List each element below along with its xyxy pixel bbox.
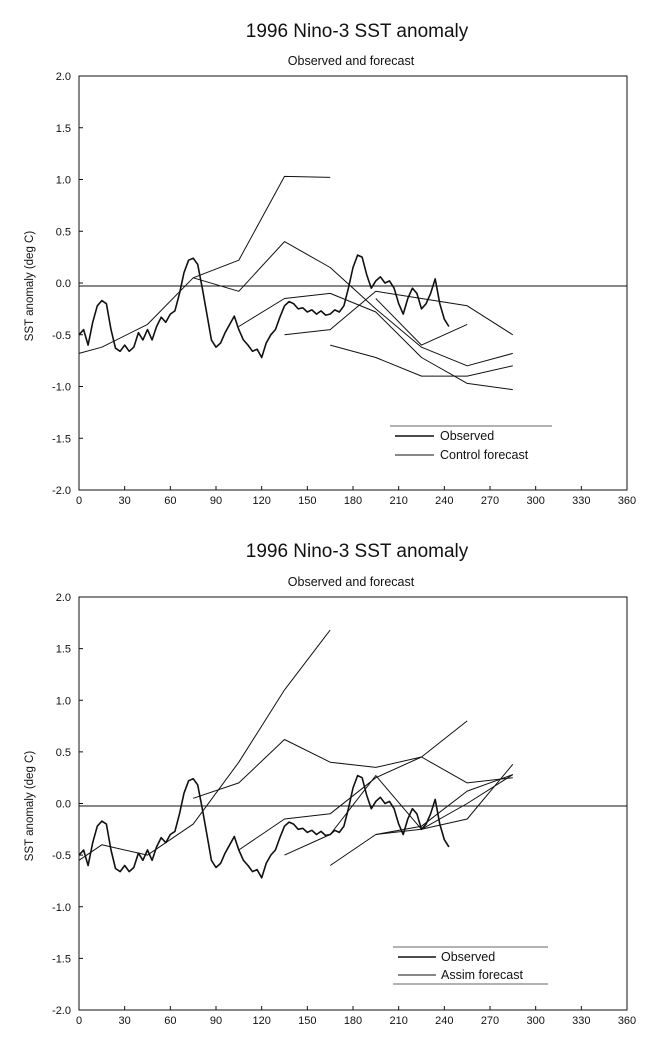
series-forecast-5: [330, 344, 513, 377]
series-forecast-4: [284, 290, 514, 336]
plot-area-frame: [78, 75, 628, 491]
x-tick-label: 90: [210, 495, 222, 507]
y-tick-label: -1.0: [52, 902, 71, 914]
series-forecast-3: [238, 720, 468, 851]
x-tick-label: 210: [389, 495, 407, 507]
x-tick-label: 90: [210, 1015, 222, 1027]
x-tick-label: 180: [344, 1015, 362, 1027]
x-tick-label: 60: [164, 495, 176, 507]
series-forecast-5: [329, 774, 513, 866]
legend-label-observed: Observed: [441, 950, 495, 964]
x-tick-label: 330: [572, 495, 590, 507]
chart-assim-forecast: 1996 Nino-3 SST anomaly Observed and for…: [24, 541, 636, 1027]
x-tick-label: 240: [435, 1015, 453, 1027]
x-tick-label: 120: [252, 1015, 270, 1027]
y-axis-label: SST anomaly (deg C): [24, 751, 36, 862]
y-tick-label: -2.0: [52, 1005, 71, 1017]
y-tick-label: -0.5: [52, 850, 71, 862]
y-axis-label: SST anomaly (deg C): [24, 231, 36, 342]
x-tick-label: 330: [572, 1015, 590, 1027]
y-tick-label: 2.0: [56, 71, 71, 83]
x-ticks: 0 30 60 90 120 150 180 210 240 270 300 330 360: [76, 486, 636, 507]
y-tick-label: -1.5: [52, 953, 71, 965]
x-tick-label: 60: [164, 1015, 176, 1027]
y-tick-label: 1.5: [56, 123, 71, 135]
series-group: [78, 629, 514, 879]
y-tick-label: -1.0: [52, 382, 71, 394]
legend-label-forecast: Control forecast: [440, 448, 529, 462]
series-forecast-6: [375, 774, 514, 835]
y-tick-label: -0.5: [52, 330, 71, 342]
x-tick-label: 150: [298, 1015, 316, 1027]
series-observed: [78, 254, 450, 359]
y-ticks: 2.0 1.5 1.0 0.5 0.0 -0.5 -1.0 -1.5 -2.0: [52, 71, 83, 497]
x-tick-label: 120: [252, 495, 270, 507]
legend: Observed Control forecast: [390, 425, 552, 462]
x-tick-label: 270: [481, 1015, 499, 1027]
series-forecast-3: [238, 292, 513, 391]
y-tick-label: 1.0: [56, 695, 71, 707]
series-forecast-2: [193, 241, 513, 367]
plot-area-frame: [78, 596, 628, 1011]
chart-title: 1996 Nino-3 SST anomaly: [246, 541, 469, 562]
chart-title: 1996 Nino-3 SST anomaly: [246, 21, 469, 42]
y-tick-label: 1.0: [56, 175, 71, 187]
x-tick-label: 300: [526, 1015, 544, 1027]
x-tick-label: 240: [435, 495, 453, 507]
x-tick-label: 30: [119, 495, 131, 507]
series-observed: [78, 774, 450, 879]
y-tick-label: 0.0: [56, 799, 71, 811]
x-tick-label: 150: [298, 495, 316, 507]
series-forecast-2: [193, 739, 513, 799]
y-tick-label: 0.5: [56, 226, 71, 238]
legend-label-forecast: Assim forecast: [441, 968, 523, 982]
legend-label-observed: Observed: [440, 429, 494, 443]
series-forecast-4: [284, 763, 514, 856]
chart-subtitle: Observed and forecast: [288, 54, 415, 68]
series-group: [78, 175, 514, 391]
x-tick-label: 0: [76, 495, 82, 507]
x-tick-label: 180: [344, 495, 362, 507]
y-tick-label: 0.5: [56, 747, 71, 759]
y-tick-label: -1.5: [52, 433, 71, 445]
x-tick-label: 270: [481, 495, 499, 507]
y-ticks: 2.0 1.5 1.0 0.5 0.0 -0.5 -1.0 -1.5 -2.0: [52, 592, 83, 1017]
series-forecast-1: [78, 629, 331, 861]
x-tick-label: 30: [119, 1015, 131, 1027]
x-tick-label: 210: [389, 1015, 407, 1027]
legend: Observed Assim forecast: [393, 946, 548, 985]
x-tick-label: 360: [618, 495, 636, 507]
x-tick-label: 360: [618, 1015, 636, 1027]
y-tick-label: 1.5: [56, 644, 71, 656]
chart-subtitle: Observed and forecast: [288, 575, 415, 589]
y-tick-label: 0.0: [56, 278, 71, 290]
chart-control-forecast: 1996 Nino-3 SST anomaly Observed and for…: [24, 21, 636, 507]
y-tick-label: 2.0: [56, 592, 71, 604]
x-tick-label: 0: [76, 1015, 82, 1027]
y-tick-label: -2.0: [52, 485, 71, 497]
series-forecast-6: [375, 298, 468, 346]
series-forecast-1: [78, 175, 331, 354]
x-tick-label: 300: [526, 495, 544, 507]
x-ticks: 0 30 60 90 120 150 180 210 240 270 300 330 360: [76, 1006, 636, 1027]
